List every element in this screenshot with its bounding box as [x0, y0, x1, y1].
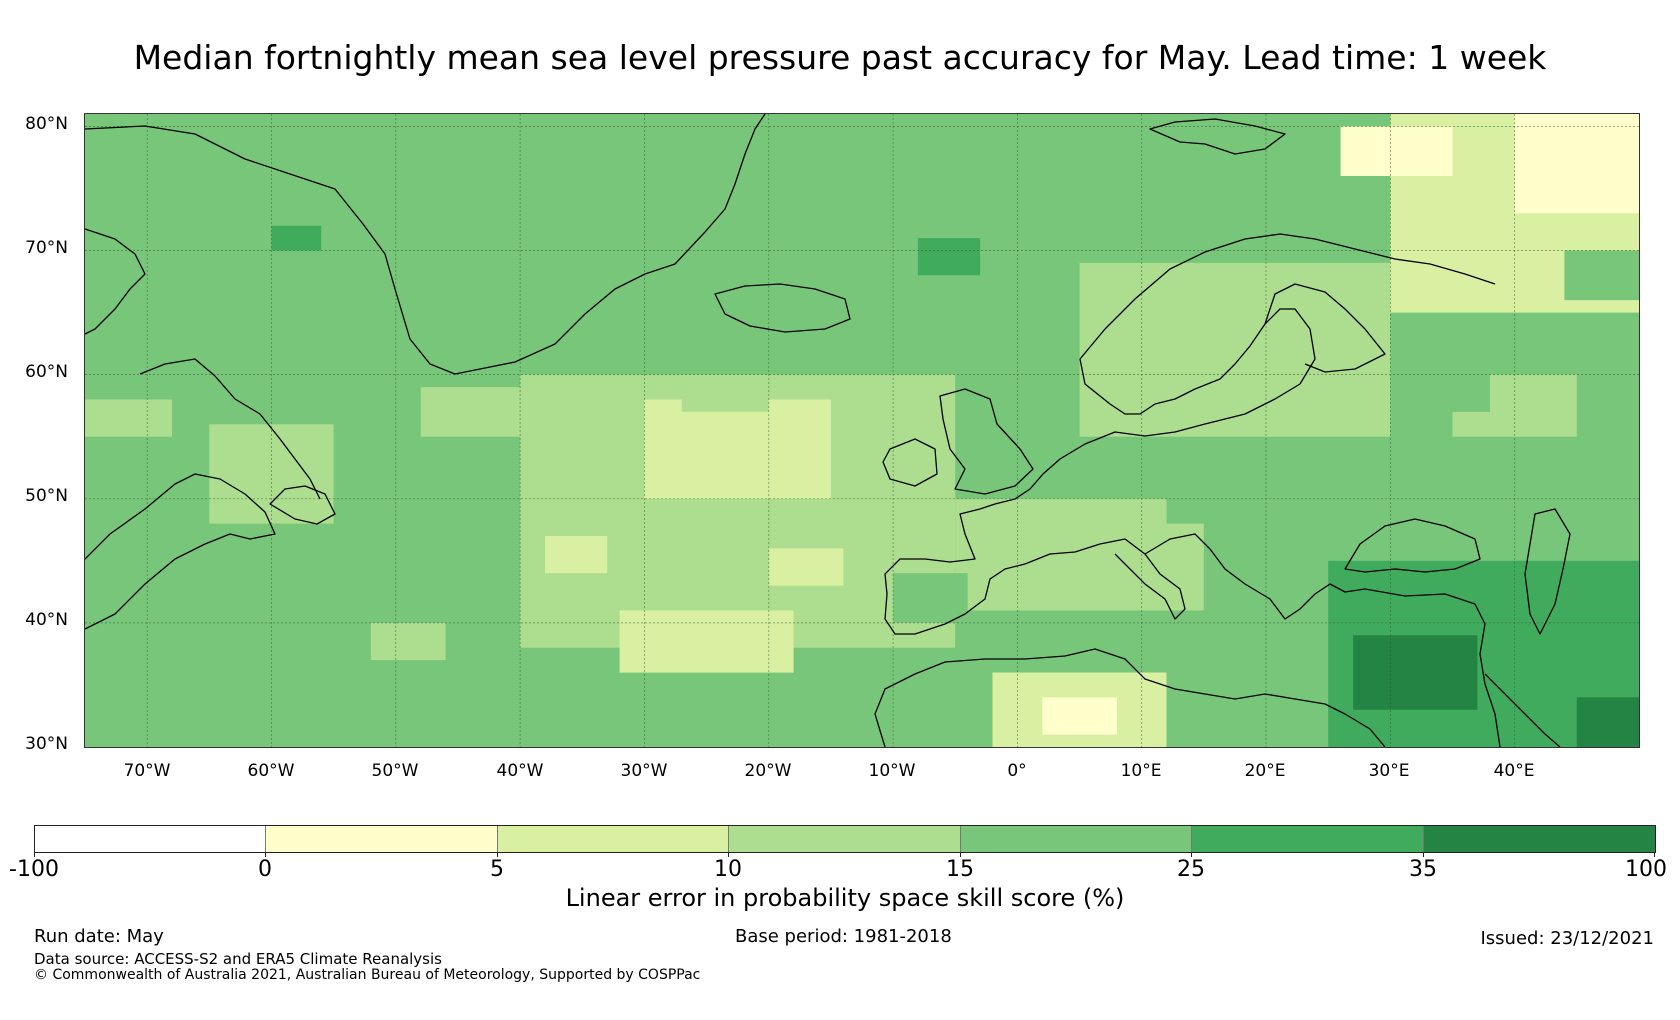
lat-label-40n: 40°N: [25, 610, 68, 630]
coastline-baffin: [85, 228, 146, 335]
lat-label-60n: 60°N: [25, 362, 68, 382]
lon-label-60w: 60°W: [247, 761, 295, 781]
skill-zone-10-15: [1079, 262, 1391, 437]
coastline-ireland: [882, 438, 938, 487]
skill-patch-15-25: [1564, 250, 1639, 301]
colorbar-tick: [265, 852, 266, 857]
lon-label-40w: 40°W: [496, 761, 544, 781]
coastline-red-sea-coast: [1484, 673, 1561, 747]
coastline-svalbard: [1149, 118, 1286, 155]
colorbar-segment-10-15: [729, 826, 961, 852]
colorbar-title: Linear error in probability space skill …: [565, 884, 1125, 912]
skill-patch-25-35: [271, 225, 322, 251]
coastline-europe-north: [1029, 383, 1301, 490]
colorbar-tick: [728, 852, 729, 857]
coastline-turkey-levant: [1364, 588, 1501, 747]
colorbar-tick: [1191, 852, 1192, 857]
lon-label-10w: 10°W: [868, 761, 916, 781]
colorbar-segment-25-35: [1192, 826, 1424, 852]
lat-label-30n: 30°N: [25, 734, 68, 754]
colorbar-label-100: 100: [1625, 857, 1667, 882]
colorbar-label-5: 5: [490, 857, 504, 882]
colorbar-segment-0-5: [266, 826, 498, 852]
skill-patch-10-15: [420, 387, 521, 437]
coastline-great-britain: [939, 388, 1034, 495]
skill-patch-10-15: [370, 622, 446, 661]
coastline-north-america: [85, 473, 276, 630]
skill-patch-15-25: [1241, 548, 1316, 598]
skill-patch-10-15: [85, 399, 172, 437]
map-gridlines: [85, 114, 1639, 747]
lat-label-80n: 80°N: [25, 114, 68, 134]
colorbar: [34, 825, 1656, 853]
colorbar-label-15: 15: [946, 857, 974, 882]
coastline-norway: [1079, 233, 1496, 360]
coastline-greenland: [85, 114, 766, 375]
skill-zone-5-10: [619, 610, 794, 673]
lat-label-70n: 70°N: [25, 238, 68, 258]
coastline-finland: [1264, 283, 1386, 373]
issued-date: Issued: 23/12/2021: [1480, 928, 1654, 949]
map-canvas: [85, 114, 1639, 747]
lat-label-50n: 50°N: [25, 486, 68, 506]
skill-score-field: [85, 114, 1639, 747]
coastline-italy-balkans: [1144, 533, 1366, 620]
coastline-labrador: [139, 358, 321, 500]
colorbar-tick: [34, 852, 35, 857]
lon-label-20e: 20°E: [1244, 761, 1286, 781]
colorbar-segment-15-25: [961, 826, 1192, 852]
skill-zone-35-100: [1576, 697, 1639, 747]
colorbar-label-10: 10: [714, 857, 742, 882]
skill-zone-10-15: [955, 498, 1204, 611]
skill-score-map: [84, 113, 1640, 748]
colorbar-tick: [1654, 852, 1655, 857]
map-title: Median fortnightly mean sea level pressu…: [133, 38, 1547, 77]
skill-patch-0-5: [1042, 697, 1117, 735]
lon-label-0: 0°: [1007, 761, 1027, 781]
colorbar-tick: [1423, 852, 1424, 857]
colorbar-label-25: 25: [1177, 857, 1205, 882]
coastline-mediterranean-north: [1024, 538, 1186, 620]
lon-label-40e: 40°E: [1493, 761, 1535, 781]
coastline-newfoundland: [269, 485, 336, 525]
lon-label-30w: 30°W: [620, 761, 668, 781]
colorbar-tick: [497, 852, 498, 857]
lon-label-20w: 20°W: [744, 761, 792, 781]
skill-zone-0-5: [1514, 114, 1639, 214]
skill-patch-5-10: [768, 548, 844, 586]
colorbar-segment-neg100-0: [35, 826, 266, 852]
lon-label-10e: 10°E: [1120, 761, 1162, 781]
coastline-black-sea: [1344, 518, 1481, 573]
skill-patch-5-10: [545, 536, 608, 574]
coastlines: [85, 114, 1571, 747]
skill-patch-10-15: [681, 374, 769, 412]
base-period: Base period: 1981-2018: [735, 926, 952, 947]
skill-zone-35-100: [1353, 635, 1478, 710]
coastline-caspian: [1524, 508, 1571, 635]
lon-label-70w: 70°W: [123, 761, 171, 781]
coastline-iceland: [714, 283, 851, 333]
skill-patch-15-25: [1390, 349, 1490, 412]
skill-patch-15-25: [893, 573, 968, 623]
coastline-biscay-iberia: [884, 488, 1031, 635]
colorbar-label-0: 0: [258, 857, 272, 882]
colorbar-tick: [960, 852, 961, 857]
colorbar-segment-5-10: [498, 826, 729, 852]
data-source: Data source: ACCESS-S2 and ERA5 Climate …: [34, 950, 442, 968]
skill-zone-5-10: [644, 399, 831, 499]
colorbar-label-35: 35: [1409, 857, 1437, 882]
colorbar-segment-35-100: [1424, 826, 1655, 852]
copyright: © Commonwealth of Australia 2021, Austra…: [34, 967, 701, 983]
skill-zone-0-5: [1340, 126, 1453, 176]
coastline-scandinavia-south: [1079, 308, 1316, 415]
lon-label-50w: 50°W: [371, 761, 419, 781]
skill-patch-25-35: [917, 238, 981, 276]
colorbar-label-neg100: -100: [9, 857, 59, 882]
coastline-north-africa: [874, 648, 1386, 747]
run-date: Run date: May: [34, 926, 164, 947]
lon-label-30e: 30°E: [1368, 761, 1410, 781]
skill-patch-15-25: [1166, 461, 1291, 524]
